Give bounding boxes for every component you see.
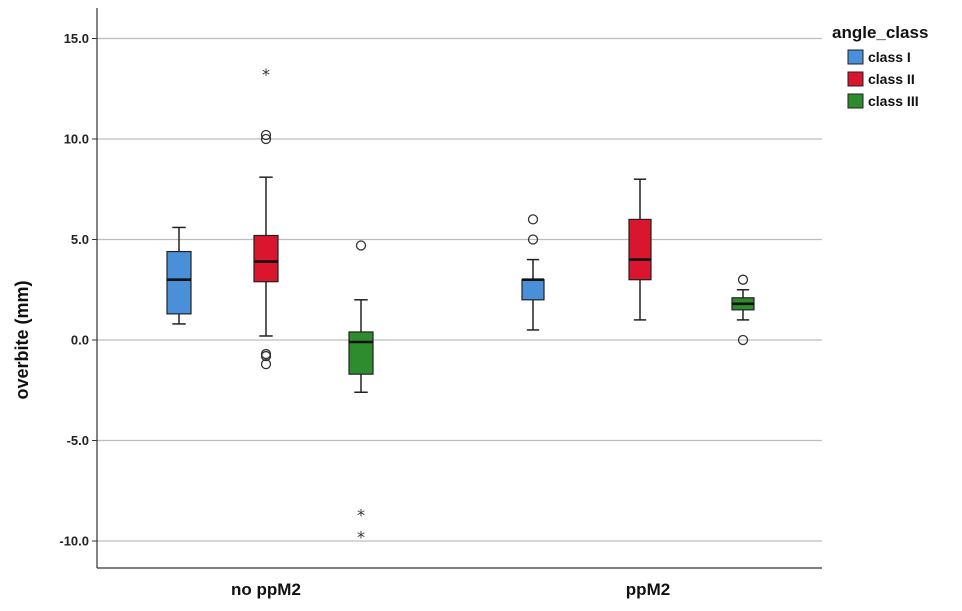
extreme-point: * [357,527,365,546]
box-class-II-no-ppM2: * [253,65,279,370]
box-class-I-no-ppM2 [166,226,192,325]
iqr-box [166,250,192,315]
outlier-point [355,240,367,251]
y-tick-labels: 15.0 10.0 5.0 0.0 -5.0 -10.0 [59,31,89,549]
extreme-point: * [262,65,270,84]
outlier-point [527,214,539,225]
outlier-point [737,334,749,346]
iqr-box [348,331,374,375]
outlier-point [260,129,272,141]
legend-label: class I [868,49,911,65]
outlier-point [737,274,749,285]
outlier-point [260,358,272,370]
box-class-I-ppM2 [521,214,545,331]
box-series: *** [166,65,755,546]
outlier-point [527,234,539,245]
iqr-box [521,279,545,301]
outlier-point [260,348,272,360]
y-tick-label: 5.0 [71,232,89,247]
box-class-III-no-ppM2: ** [348,240,374,546]
iqr-box [253,234,279,283]
legend-label: class III [868,93,919,109]
y-tick-label: 10.0 [64,132,89,147]
y-tick-label: 15.0 [64,31,89,46]
outlier-point [260,133,272,145]
box-class-III-ppM2 [731,274,755,346]
category-label: ppM2 [626,580,670,599]
legend-title: angle_class [832,23,928,42]
legend: angle_class class I class II class III [832,23,928,109]
y-tick-label: -5.0 [67,433,89,448]
y-tick-label: 0.0 [71,333,89,348]
legend-swatch [847,71,864,87]
legend-label: class II [868,71,915,87]
box-class-II-ppM2 [628,178,652,321]
category-labels: no ppM2 ppM2 [231,580,670,599]
extreme-point: * [357,505,365,524]
legend-swatch [847,49,864,65]
gridlines [92,37,822,542]
legend-swatch [847,93,864,109]
category-label: no ppM2 [231,580,301,599]
y-axis-title: overbite (mm) [12,280,32,399]
outlier-point [260,350,272,362]
y-tick-label: -10.0 [59,534,89,549]
iqr-box [628,218,652,281]
